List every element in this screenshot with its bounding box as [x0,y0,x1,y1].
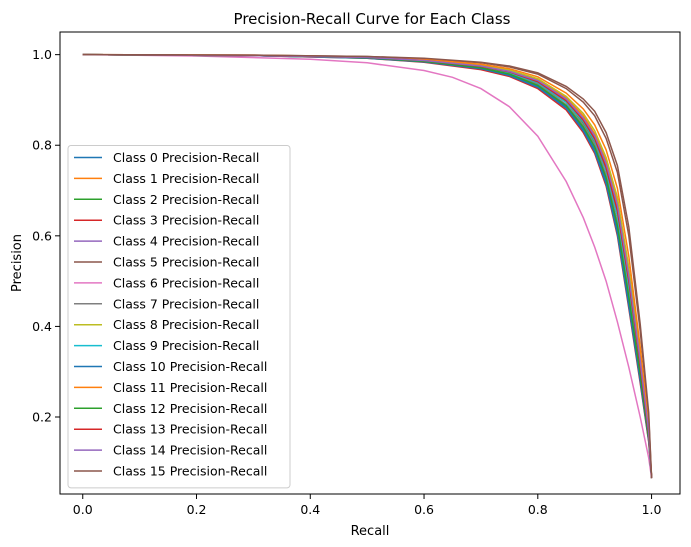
legend-label-class-2: Class 2 Precision-Recall [113,192,259,207]
legend-label-class-8: Class 8 Precision-Recall [113,317,259,332]
series-layer [82,53,653,479]
y-axis-label: Precision [10,234,25,292]
legend-label-class-14: Class 14 Precision-Recall [113,443,267,458]
legend-box [67,145,291,489]
y-tick-label: 1.0 [32,47,52,62]
legend-label-class-10: Class 10 Precision-Recall [113,359,267,374]
legend-label-class-1: Class 1 Precision-Recall [113,171,259,186]
legend-label-class-9: Class 9 Precision-Recall [113,338,259,353]
x-tick-label: 0.4 [300,502,320,517]
series-line-class-6 [82,53,653,479]
legend-label-class-11: Class 11 Precision-Recall [113,380,267,395]
x-tick-label: 0.6 [414,502,434,517]
legend-label-class-7: Class 7 Precision-Recall [113,296,259,311]
legend-label-class-12: Class 12 Precision-Recall [113,401,267,416]
plot-frame [59,31,681,495]
y-tick-label: 0.6 [32,228,52,243]
legend-label-class-0: Class 0 Precision-Recall [113,150,259,165]
x-axis-label: Recall [351,524,390,539]
x-tick-label: 0.0 [73,502,93,517]
y-axis: 0.2 0.4 0.6 0.8 1.0 [32,47,60,425]
x-tick-label: 0.8 [528,502,548,517]
legend-label-class-13: Class 13 Precision-Recall [113,422,267,437]
legend-label-class-15: Class 15 Precision-Recall [113,464,267,479]
legend-label-class-6: Class 6 Precision-Recall [113,275,259,290]
legend-label-class-3: Class 3 Precision-Recall [113,213,259,228]
legend-label-class-4: Class 4 Precision-Recall [113,234,259,249]
y-tick-label: 0.8 [32,138,52,153]
x-tick-label: 1.0 [642,502,662,517]
x-tick-label: 0.2 [187,502,207,517]
chart-title: Precision-Recall Curve for Each Class [234,10,511,28]
series-line-class-14 [82,53,653,479]
y-tick-label: 0.4 [32,319,52,334]
x-axis: 0.0 0.2 0.4 0.6 0.8 1.0 [73,494,662,517]
y-tick-label: 0.2 [32,410,52,425]
legend: Class 0 Precision-Recall Class 1 Precisio… [67,145,291,489]
series-line-class-15 [82,53,653,479]
legend-label-class-5: Class 5 Precision-Recall [113,255,259,270]
